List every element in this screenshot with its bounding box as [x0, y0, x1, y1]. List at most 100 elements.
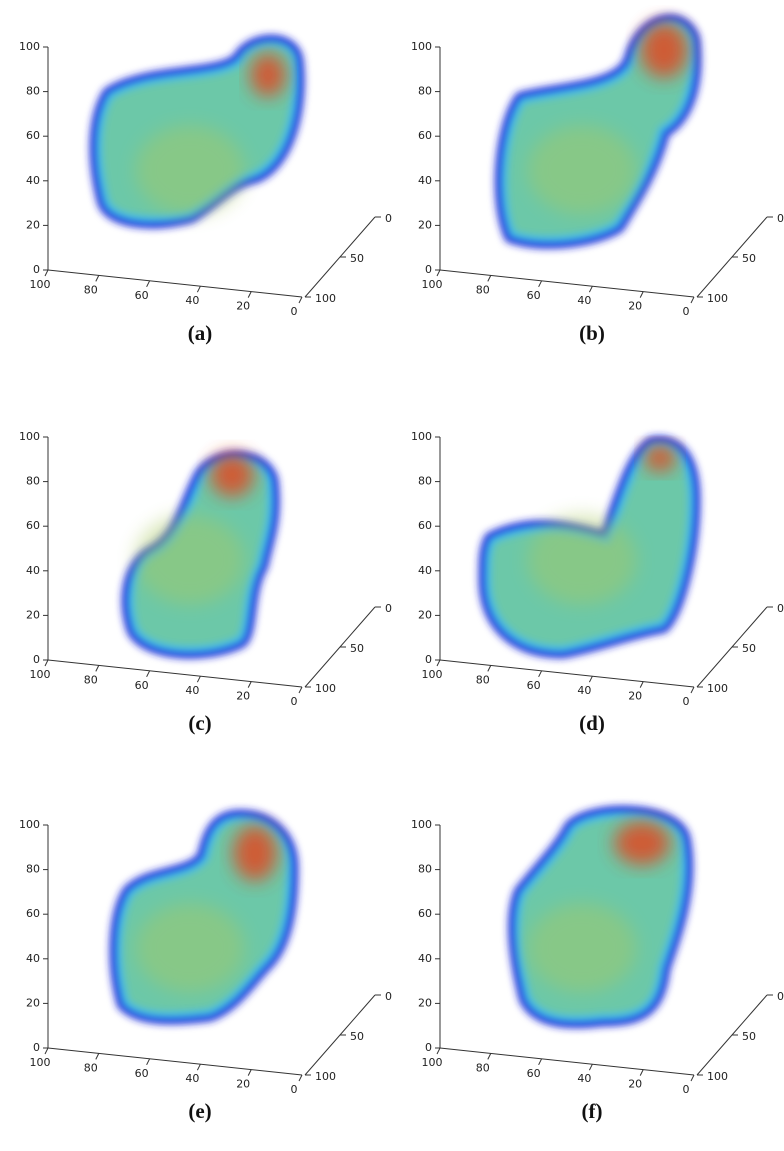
y-tick-label: 0: [385, 212, 392, 225]
x-tick-label: 100: [30, 1056, 51, 1069]
x-axis: [47, 269, 303, 298]
y-tick-label: 100: [707, 292, 728, 305]
z-tick-label: 100: [19, 40, 40, 53]
x-tick: [639, 681, 644, 688]
panel: 0 20 40 60 80 100 100 80 60 40 20 0 0 50 100 (e): [19, 809, 392, 1123]
x-tick: [487, 275, 492, 282]
z-tick-label: 0: [33, 263, 40, 276]
x-tick: [588, 285, 593, 293]
z-tick-label: 60: [26, 519, 40, 532]
x-tick: [44, 1047, 49, 1055]
x-tick-label: 60: [527, 289, 541, 302]
x-tick-label: 80: [476, 673, 490, 686]
z-tick-label: 100: [411, 430, 432, 443]
x-tick-label: 20: [628, 300, 642, 313]
z-tick-label: 80: [26, 863, 40, 876]
y-tick-label: 50: [350, 1030, 364, 1043]
x-tick: [538, 1058, 543, 1066]
x-tick-label: 60: [527, 679, 541, 692]
z-tick-label: 20: [418, 608, 432, 621]
volume-core: [135, 125, 245, 215]
x-tick-label: 100: [30, 668, 51, 681]
y-tick-label: 100: [315, 682, 336, 695]
z-tick-label: 80: [418, 85, 432, 98]
volume-core: [527, 903, 637, 993]
x-tick-label: 0: [291, 1083, 298, 1096]
x-tick: [436, 659, 441, 667]
z-tick-label: 40: [418, 564, 432, 577]
y-tick-label: 0: [777, 212, 784, 225]
z-tick-label: 60: [418, 519, 432, 532]
y-tick-label: 100: [315, 292, 336, 305]
z-tick-label: 100: [411, 40, 432, 53]
x-tick: [146, 280, 151, 288]
x-axis: [47, 1047, 303, 1076]
volume-hotspot: [210, 453, 254, 497]
y-tick-label: 100: [707, 1070, 728, 1083]
x-axis: [439, 269, 695, 298]
panel: 0 20 40 60 80 100 100 80 60 40 20 0 0 50 100 (f): [411, 806, 784, 1123]
x-tick-label: 40: [185, 1072, 199, 1085]
volume-hotspot: [640, 22, 688, 78]
z-tick-label: 60: [418, 129, 432, 142]
x-tick: [487, 1053, 492, 1060]
x-tick-label: 60: [527, 1067, 541, 1080]
z-tick-label: 40: [26, 174, 40, 187]
panel-caption: (d): [579, 711, 605, 735]
x-tick-label: 80: [476, 1061, 490, 1074]
x-tick: [44, 269, 49, 277]
x-tick: [298, 1074, 303, 1082]
x-tick-label: 80: [84, 1061, 98, 1074]
x-tick-label: 80: [84, 673, 98, 686]
x-tick: [690, 1074, 695, 1082]
x-tick-label: 100: [30, 278, 51, 291]
x-tick: [247, 1069, 252, 1076]
x-tick-label: 40: [577, 684, 591, 697]
x-tick-label: 20: [236, 300, 250, 313]
y-tick-label: 0: [777, 990, 784, 1003]
panel-caption: (a): [188, 321, 213, 345]
z-tick-label: 40: [418, 174, 432, 187]
x-tick-label: 100: [422, 668, 443, 681]
panel-caption: (e): [188, 1099, 211, 1123]
y-tick-label: 50: [742, 252, 756, 265]
x-tick-label: 40: [577, 1072, 591, 1085]
x-tick: [95, 1053, 100, 1060]
x-tick: [639, 1069, 644, 1076]
x-tick: [298, 296, 303, 304]
y-tick-label: 100: [707, 682, 728, 695]
z-tick-label: 60: [26, 129, 40, 142]
z-tick-label: 20: [26, 218, 40, 231]
x-tick: [146, 670, 151, 678]
z-tick-label: 80: [418, 475, 432, 488]
y-tick-label: 0: [385, 602, 392, 615]
z-tick-label: 80: [26, 475, 40, 488]
y-tick-label: 0: [385, 990, 392, 1003]
x-tick: [690, 296, 695, 304]
panel-caption: (f): [582, 1099, 603, 1123]
z-tick-label: 0: [33, 653, 40, 666]
x-axis: [439, 659, 695, 688]
x-tick: [690, 686, 695, 694]
x-tick-label: 80: [476, 283, 490, 296]
z-tick-label: 0: [425, 1041, 432, 1054]
x-axis: [47, 659, 303, 688]
x-tick-label: 0: [683, 1083, 690, 1096]
z-tick-label: 100: [411, 818, 432, 831]
x-tick: [95, 665, 100, 672]
x-tick-label: 60: [135, 289, 149, 302]
x-tick: [247, 291, 252, 298]
x-tick-label: 100: [422, 278, 443, 291]
x-tick: [487, 665, 492, 672]
x-tick: [639, 291, 644, 298]
x-tick-label: 0: [683, 305, 690, 318]
z-tick-label: 40: [418, 952, 432, 965]
y-tick-label: 50: [350, 252, 364, 265]
volume-core: [527, 125, 637, 215]
x-tick-label: 40: [577, 294, 591, 307]
x-tick-label: 20: [236, 1078, 250, 1091]
x-tick: [436, 1047, 441, 1055]
z-tick-label: 60: [26, 907, 40, 920]
volume-hotspot: [614, 821, 670, 865]
